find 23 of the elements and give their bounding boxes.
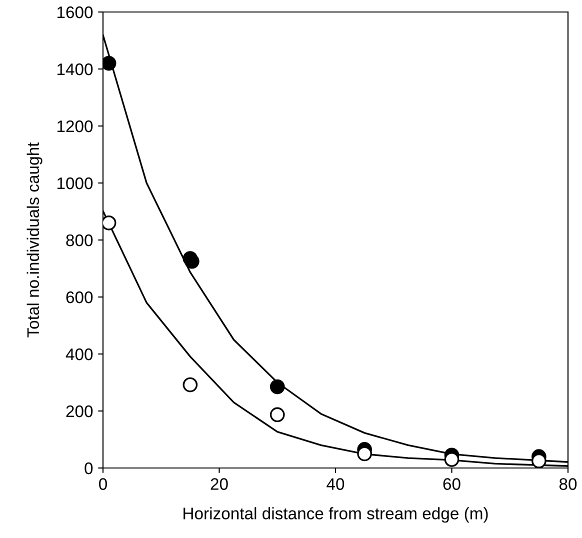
x-tick-label: 80 — [559, 478, 577, 490]
y-tick-label: 1000 — [57, 177, 93, 190]
x-tick-label: 0 — [99, 478, 107, 490]
x-tick-label: 60 — [443, 478, 460, 490]
y-axis-title: Total no.individuals caught — [26, 142, 42, 338]
point — [444, 452, 460, 467]
point — [182, 377, 198, 392]
y-tick-label: 400 — [66, 348, 93, 360]
point — [357, 446, 372, 462]
x-tick-label: 20 — [210, 478, 228, 490]
y-tick-label: 1400 — [57, 63, 93, 76]
x-axis-title: Horizontal distance from stream edge (m) — [184, 507, 488, 523]
point — [103, 56, 116, 71]
y-tick-label: 1600 — [57, 6, 93, 18]
y-tick-label: 600 — [66, 291, 93, 304]
point — [270, 379, 285, 394]
point — [270, 407, 285, 422]
y-tick-label: 200 — [66, 405, 93, 418]
x-tick-label: 40 — [326, 478, 344, 490]
y-tick-label: 0 — [84, 462, 93, 474]
point — [532, 453, 546, 468]
y-tick-label: 1200 — [57, 120, 93, 132]
y-tick-label: 800 — [66, 234, 93, 246]
